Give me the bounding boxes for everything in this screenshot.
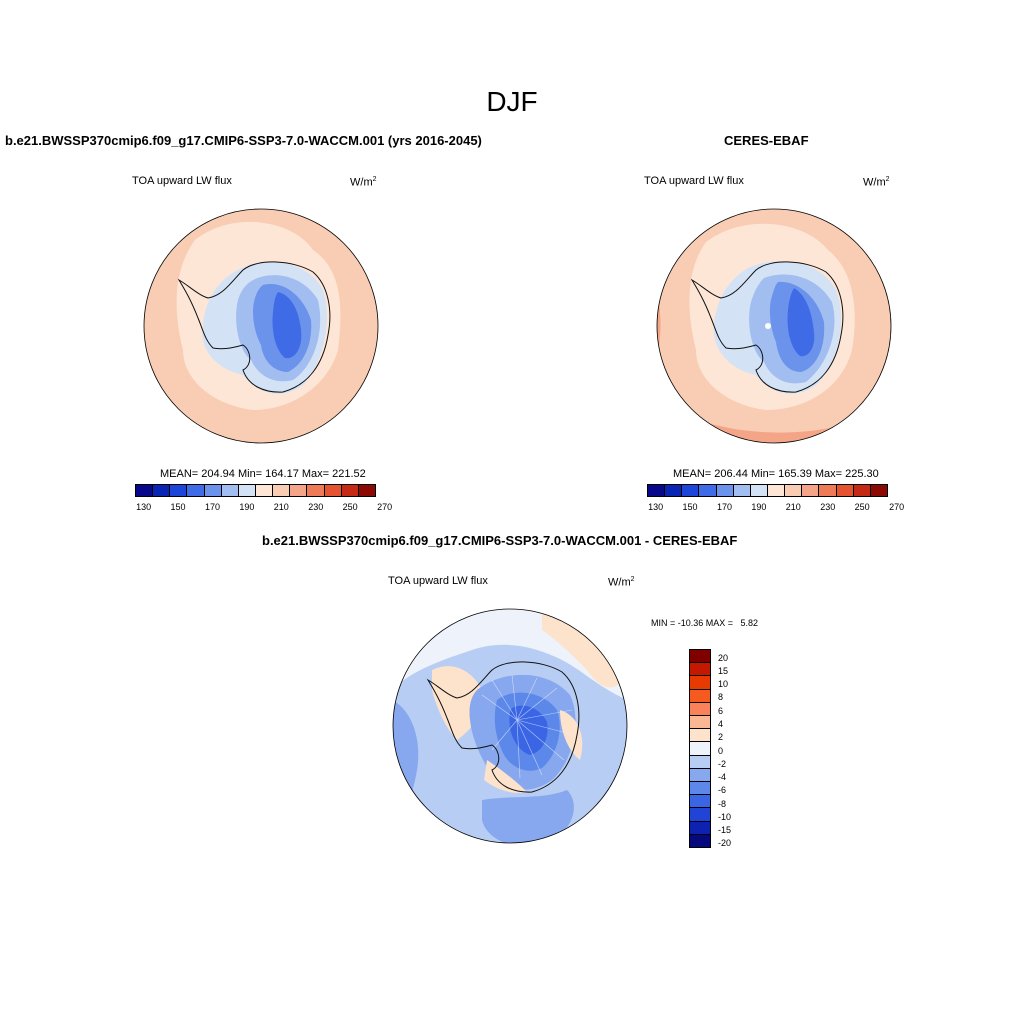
- colorbar-swatch: [750, 485, 768, 496]
- colorbar-swatch: [690, 834, 710, 848]
- colorbar-tick-label: 130: [648, 502, 664, 512]
- panel-diff-title: b.e21.BWSSP370cmip6.f09_g17.CMIP6-SSP3-7…: [262, 533, 738, 548]
- colorbar-label: -4: [718, 772, 727, 783]
- panel-left-variable: TOA upward LW flux: [132, 175, 232, 187]
- season-title: DJF: [486, 86, 538, 117]
- colorbar-label: -6: [718, 785, 727, 796]
- colorbar-swatch: [690, 716, 710, 730]
- colorbar-swatch: [187, 485, 205, 496]
- panel-right-stats: MEAN= 206.44 Min= 165.39 Max= 225.30: [673, 468, 879, 480]
- colorbar-swatch: [324, 485, 342, 496]
- colorbar-swatch: [690, 729, 710, 743]
- panel-diff-variable: TOA upward LW flux: [388, 575, 488, 587]
- panel-diff-stats: MIN = -10.36 MAX = 5.82: [651, 618, 759, 628]
- colorbar-label: 10: [718, 679, 729, 690]
- colorbar-tick-label: 210: [273, 502, 289, 512]
- colorbar-label: 6: [718, 705, 724, 716]
- colorbar-label: -2: [718, 758, 727, 769]
- colorbar-swatch: [648, 485, 666, 496]
- colorbar-label: 2: [718, 732, 724, 743]
- colorbar-label: 20: [718, 652, 729, 663]
- diff-colorbar: [689, 649, 711, 848]
- right-polar-map: [656, 208, 892, 444]
- left-polar-map: [143, 208, 379, 444]
- colorbar-tick-label: 250: [854, 502, 870, 512]
- colorbar-swatch: [290, 485, 308, 496]
- colorbar-tick-label: 170: [204, 502, 220, 512]
- colorbar-tick-label: 270: [889, 502, 905, 512]
- panel-right-variable: TOA upward LW flux: [644, 175, 744, 187]
- right-colorbar: [647, 484, 888, 497]
- colorbar-swatch: [733, 485, 751, 496]
- diff-colorbar-labels: 20 15 10 8 6 4 2 0 -2 -4 -6 -8 -10 -15 -20: [718, 649, 758, 849]
- panel-diff-units: W/m2: [608, 576, 635, 589]
- colorbar-swatch: [238, 485, 256, 496]
- left-colorbar-ticks: 130 150 170 190 210 230 250 270: [135, 502, 392, 514]
- colorbar-tick-label: 250: [342, 502, 358, 512]
- colorbar-swatch: [136, 485, 154, 496]
- colorbar-swatch: [785, 485, 803, 496]
- colorbar-swatch: [273, 485, 291, 496]
- colorbar-swatch: [358, 485, 375, 496]
- panel-left-title: b.e21.BWSSP370cmip6.f09_g17.CMIP6-SSP3-7…: [5, 133, 482, 148]
- colorbar-swatch: [767, 485, 786, 496]
- colorbar-swatch: [690, 782, 710, 796]
- colorbar-swatch: [690, 650, 710, 664]
- colorbar-swatch: [836, 485, 854, 496]
- colorbar-swatch: [690, 821, 710, 835]
- colorbar-tick-label: 150: [170, 502, 186, 512]
- colorbar-tick-label: 150: [682, 502, 698, 512]
- colorbar-tick-label: 190: [239, 502, 255, 512]
- colorbar-tick-label: 210: [785, 502, 801, 512]
- colorbar-label: -10: [718, 811, 732, 822]
- colorbar-swatch: [690, 808, 710, 822]
- colorbar-swatch: [870, 485, 887, 496]
- colorbar-swatch: [690, 676, 710, 690]
- colorbar-label: -8: [718, 798, 727, 809]
- colorbar-tick-label: 230: [308, 502, 324, 512]
- right-colorbar-ticks: 130 150 170 190 210 230 250 270: [647, 502, 904, 514]
- colorbar-swatch: [682, 485, 700, 496]
- colorbar-tick-label: 170: [716, 502, 732, 512]
- colorbar-label: 0: [718, 745, 724, 756]
- colorbar-label: -20: [718, 838, 732, 849]
- colorbar-swatch: [690, 795, 710, 809]
- colorbar-swatch: [665, 485, 683, 496]
- panel-left-units: W/m2: [350, 176, 377, 189]
- colorbar-swatch: [690, 755, 710, 769]
- colorbar-swatch: [690, 768, 710, 783]
- colorbar-tick-label: 190: [751, 502, 767, 512]
- panel-right-title: CERES-EBAF: [724, 133, 809, 148]
- colorbar-tick-label: 230: [820, 502, 836, 512]
- colorbar-swatch: [716, 485, 734, 496]
- colorbar-swatch: [690, 702, 710, 717]
- colorbar-tick-label: 270: [377, 502, 393, 512]
- colorbar-swatch: [690, 663, 710, 677]
- colorbar-swatch: [853, 485, 871, 496]
- panel-left-stats: MEAN= 204.94 Min= 164.17 Max= 221.52: [160, 468, 366, 480]
- colorbar-tick-label: 130: [136, 502, 152, 512]
- colorbar-label: 4: [718, 718, 724, 729]
- panel-right-units: W/m2: [863, 176, 890, 189]
- colorbar-label: 15: [718, 665, 729, 676]
- colorbar-swatch: [690, 742, 710, 756]
- colorbar-swatch: [802, 485, 820, 496]
- colorbar-swatch: [170, 485, 188, 496]
- colorbar-swatch: [221, 485, 239, 496]
- colorbar-swatch: [690, 689, 710, 703]
- colorbar-swatch: [204, 485, 222, 496]
- colorbar-swatch: [819, 485, 837, 496]
- colorbar-swatch: [341, 485, 359, 496]
- colorbar-label: 8: [718, 692, 724, 703]
- colorbar-swatch: [255, 485, 274, 496]
- colorbar-swatch: [307, 485, 325, 496]
- colorbar-swatch: [153, 485, 171, 496]
- colorbar-swatch: [699, 485, 717, 496]
- diff-polar-map: [392, 608, 628, 844]
- colorbar-label: -15: [718, 825, 732, 836]
- left-colorbar: [135, 484, 376, 497]
